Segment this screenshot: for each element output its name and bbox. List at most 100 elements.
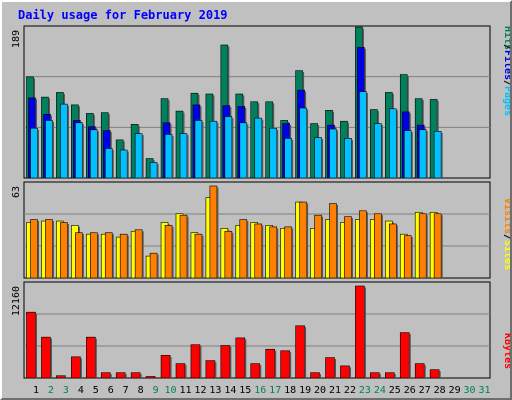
x-label-day-15: 15 <box>239 385 251 396</box>
bottom-bars <box>26 285 441 379</box>
bar-kbytes-day-15 <box>235 337 247 379</box>
x-label-day-26: 26 <box>404 385 416 396</box>
bar-pages-day-28 <box>433 131 443 179</box>
bar-pages-day-13 <box>209 120 219 179</box>
bar-visits-day-10 <box>164 225 174 279</box>
bar-pages-day-22 <box>344 138 353 179</box>
bar-pages-day-26 <box>403 130 413 179</box>
legend-sites: Sites <box>502 240 510 270</box>
bar-pages-day-19 <box>299 107 309 179</box>
x-label-day-13: 13 <box>209 385 221 396</box>
bar-kbytes-day-19 <box>295 325 307 379</box>
bar-kbytes-day-8 <box>130 372 142 379</box>
bar-kbytes-day-4 <box>71 356 82 379</box>
x-label-day-5: 5 <box>93 385 99 396</box>
legend-sep-2: / <box>502 80 510 86</box>
x-label-day-18: 18 <box>284 385 296 396</box>
bar-visits-day-7 <box>119 233 129 279</box>
x-label-day-22: 22 <box>344 385 356 396</box>
bar-visits-day-24 <box>374 213 383 279</box>
legend-sep-3: / <box>502 234 510 240</box>
bar-pages-day-14 <box>224 116 234 179</box>
top-legend: Hits / Files / Pages <box>502 26 510 116</box>
bar-visits-day-28 <box>433 213 443 279</box>
bar-visits-day-3 <box>60 222 69 279</box>
bar-kbytes-day-23 <box>355 285 366 379</box>
x-label-day-3: 3 <box>63 385 69 396</box>
x-label-day-28: 28 <box>434 385 446 396</box>
bar-kbytes-day-14 <box>220 345 232 379</box>
bar-kbytes-day-28 <box>429 369 441 379</box>
bar-visits-day-2 <box>45 219 54 279</box>
bar-visits-day-20 <box>314 214 324 279</box>
bar-pages-day-20 <box>314 137 324 179</box>
x-label-day-16: 16 <box>254 385 266 396</box>
middle-bars <box>26 185 443 279</box>
x-label-day-29: 29 <box>449 385 461 396</box>
x-label-day-1: 1 <box>33 385 39 396</box>
bar-pages-day-12 <box>194 120 204 179</box>
legend-visits: Visits <box>502 198 510 234</box>
bar-kbytes-day-18 <box>280 350 292 379</box>
x-label-day-8: 8 <box>138 385 144 396</box>
bottom-panel-plot <box>23 281 491 379</box>
bar-visits-day-12 <box>194 233 204 279</box>
bar-visits-day-16 <box>254 223 264 279</box>
bar-pages-day-15 <box>239 122 249 179</box>
bar-visits-day-25 <box>388 223 398 279</box>
x-label-day-11: 11 <box>179 385 191 396</box>
x-label-day-14: 14 <box>224 385 236 396</box>
bottom-panel: 12160 KBytes <box>11 281 510 379</box>
bar-visits-day-4 <box>75 232 84 279</box>
x-label-day-24: 24 <box>374 385 386 396</box>
bar-pages-day-3 <box>60 103 69 179</box>
chart-title: Daily usage for February 2019 <box>18 8 228 22</box>
bar-pages-day-10 <box>164 134 174 179</box>
legend-sep-1: / <box>502 44 510 50</box>
legend-files: Files <box>502 50 510 80</box>
x-label-day-21: 21 <box>329 385 341 396</box>
bar-kbytes-day-20 <box>310 372 322 379</box>
bar-kbytes-day-5 <box>86 336 97 379</box>
bar-kbytes-day-13 <box>205 360 217 379</box>
bar-kbytes-day-25 <box>384 372 396 379</box>
bar-pages-day-2 <box>45 120 54 179</box>
bar-visits-day-11 <box>179 214 189 279</box>
bar-pages-day-7 <box>119 149 129 179</box>
bar-kbytes-day-6 <box>100 372 112 379</box>
bar-kbytes-day-22 <box>340 365 351 379</box>
bar-visits-day-9 <box>149 252 159 279</box>
x-label-day-25: 25 <box>389 385 401 396</box>
bottom-legend: KBytes <box>502 333 510 369</box>
x-label-day-4: 4 <box>78 385 84 396</box>
x-label-day-23: 23 <box>359 385 371 396</box>
middle-panel: 63 Visits / Sites <box>11 181 510 279</box>
bar-kbytes-day-10 <box>160 355 172 379</box>
middle-max-label: 63 <box>11 186 22 198</box>
bar-pages-day-23 <box>359 91 368 179</box>
x-label-day-19: 19 <box>299 385 311 396</box>
legend-hits: Hits <box>502 26 510 50</box>
x-label-day-2: 2 <box>48 385 54 396</box>
bar-pages-day-16 <box>254 117 264 179</box>
bar-kbytes-day-21 <box>325 357 336 379</box>
bar-kbytes-day-9 <box>145 376 157 379</box>
bottom-max-label: 12160 <box>11 286 22 316</box>
bar-kbytes-day-2 <box>41 336 52 379</box>
legend-pages: Pages <box>502 86 510 116</box>
bar-pages-day-5 <box>90 129 99 179</box>
bar-visits-day-18 <box>284 226 294 279</box>
bottom-gridlines <box>24 313 490 347</box>
bar-visits-day-26 <box>403 235 413 279</box>
x-label-day-9: 9 <box>153 385 159 396</box>
x-label-day-27: 27 <box>419 385 431 396</box>
top-panel: 189 Hits / Files / Pages <box>11 25 510 179</box>
x-label-day-17: 17 <box>269 385 281 396</box>
x-label-day-12: 12 <box>194 385 206 396</box>
x-label-day-30: 30 <box>464 385 476 396</box>
bar-visits-day-21 <box>329 203 338 279</box>
x-label-day-31: 31 <box>478 385 490 396</box>
bar-kbytes-day-11 <box>175 363 187 379</box>
bar-visits-day-14 <box>224 230 234 279</box>
